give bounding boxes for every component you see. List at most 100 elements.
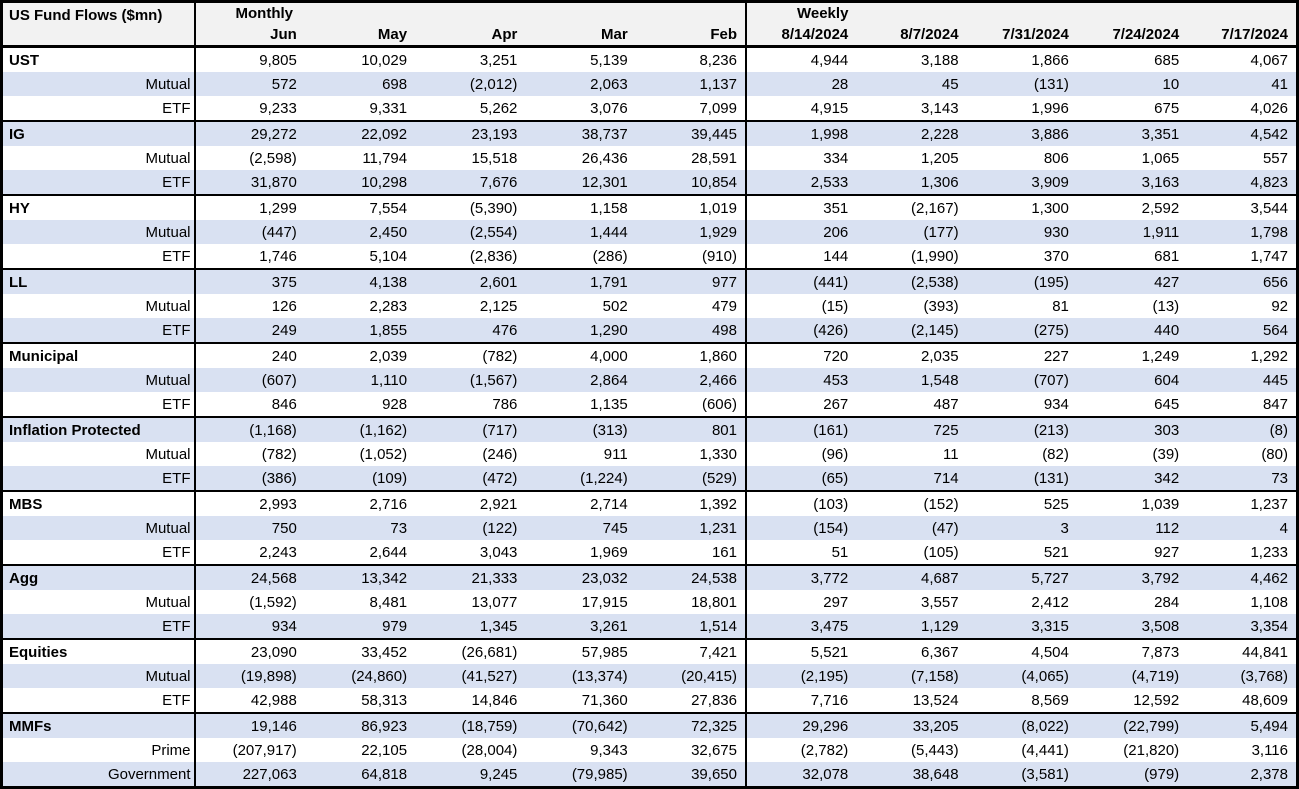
column-header: 7/31/2024 xyxy=(966,24,1077,47)
cell: 3 xyxy=(1060,519,1069,537)
sub-row: ETF 9,233 9,331 5,262 3,076 7,099 4,915 3,143 1,… xyxy=(1,96,1298,121)
cell: 1,290 xyxy=(590,321,628,339)
cell: 476 xyxy=(492,321,518,339)
cell: (246) xyxy=(482,445,518,463)
group-row: Agg 24,568 13,342 21,333 23,032 24,538 3,772 4,… xyxy=(1,564,1298,590)
cell: (122) xyxy=(482,519,518,537)
cell: (1,592) xyxy=(249,593,297,611)
cell: 1,300 xyxy=(966,194,1077,220)
cell: (15) xyxy=(744,294,857,318)
cell: 2,228 xyxy=(856,120,967,146)
cell: 5,139 xyxy=(590,51,628,69)
cell: 22,105 xyxy=(361,741,408,759)
cell: 977 xyxy=(635,268,746,294)
cell: 2,035 xyxy=(856,342,967,368)
cell: 7,716 xyxy=(744,688,857,713)
cell: (8) xyxy=(1187,416,1298,442)
cell: 498 xyxy=(711,321,737,339)
cell: 3,043 xyxy=(479,543,518,561)
cell: 112 xyxy=(1155,519,1180,537)
cell: 15,518 xyxy=(471,149,518,167)
column-header: 7/17/2024 xyxy=(1187,24,1298,47)
row-label: ETF xyxy=(1,688,196,713)
cell: 42,988 xyxy=(250,691,297,709)
cell: (79,985) xyxy=(571,765,628,783)
cell: (426) xyxy=(744,318,857,343)
cell: 29,272 xyxy=(194,120,305,146)
cell: 227 xyxy=(966,342,1077,368)
row-label: ETF xyxy=(1,170,196,195)
cell: 1,860 xyxy=(635,342,746,368)
cell: 2,993 xyxy=(194,490,305,516)
table-body: UST 9,805 10,029 3,251 5,139 8,236 4,944 3,188 1… xyxy=(1,46,1298,788)
cell: 1,299 xyxy=(194,194,305,220)
cell: 27,836 xyxy=(691,691,737,709)
cell: 1,392 xyxy=(635,490,746,516)
cell: 1,137 xyxy=(699,75,737,93)
cell: 3,143 xyxy=(921,99,959,117)
cell: (213) xyxy=(966,416,1077,442)
cell: 71,360 xyxy=(581,691,628,709)
cell: 6,367 xyxy=(856,638,967,664)
row-label: ETF xyxy=(1,614,196,639)
cell: 2,714 xyxy=(525,490,636,516)
cell: 928 xyxy=(382,395,408,413)
cell: 3,251 xyxy=(479,51,518,69)
cell: 4,138 xyxy=(304,268,416,294)
cell: 7,873 xyxy=(1076,638,1188,664)
cell: (28,004) xyxy=(461,741,518,759)
cell: (13,374) xyxy=(571,667,628,685)
cell: 3,351 xyxy=(1076,120,1188,146)
cell: 240 xyxy=(194,342,305,368)
cell: 3,557 xyxy=(921,593,959,611)
cell: 58,313 xyxy=(361,691,408,709)
cell: (161) xyxy=(744,416,857,442)
sub-row: Mutual (782) (1,052) (246) 911 1,330 (96) 11 (82… xyxy=(1,442,1298,466)
sub-row: Mutual 572 698 (2,012) 2,063 1,137 28 45 (131) 10… xyxy=(1,72,1298,96)
cell: 17,915 xyxy=(581,593,628,611)
sub-row: ETF 42,988 58,313 14,846 71,360 27,836 7,716 13… xyxy=(1,688,1298,713)
cell: 1,929 xyxy=(699,223,737,241)
cell: 26,436 xyxy=(581,149,628,167)
cell: 23,090 xyxy=(194,638,305,664)
cell: 2,644 xyxy=(369,543,408,561)
group-row: MBS 2,993 2,716 2,921 2,714 1,392 (103) (152) 52… xyxy=(1,490,1298,516)
cell: 3,909 xyxy=(1031,173,1069,191)
cell: (21,820) xyxy=(1123,741,1180,759)
column-header: Jun xyxy=(194,24,305,47)
cell: (782) xyxy=(261,445,297,463)
cell: 12,301 xyxy=(581,173,628,191)
cell: (154) xyxy=(744,516,857,540)
cell: (2,195) xyxy=(744,664,857,688)
cell: 3,475 xyxy=(744,614,857,639)
cell: 5,104 xyxy=(369,247,408,265)
cell: (606) xyxy=(701,395,737,413)
cell: 1,231 xyxy=(699,519,737,537)
cell: 525 xyxy=(966,490,1077,516)
cell: (1,162) xyxy=(304,416,416,442)
cell: 846 xyxy=(271,395,297,413)
cell: 1,110 xyxy=(370,371,408,389)
cell: 445 xyxy=(1262,371,1288,389)
cell: (5,390) xyxy=(415,194,526,220)
sub-row: ETF 249 1,855 476 1,290 498 (426) (2,145) (275) 4… xyxy=(1,318,1298,343)
cell: (447) xyxy=(261,223,297,241)
cell: 28 xyxy=(744,72,857,96)
cell: 1,798 xyxy=(1250,223,1288,241)
cell: 1,129 xyxy=(921,617,959,635)
cell: 1,548 xyxy=(921,371,959,389)
cell: 3,163 xyxy=(1141,173,1180,191)
cell: 48,609 xyxy=(1242,691,1288,709)
cell: 911 xyxy=(603,445,628,463)
cell: 73 xyxy=(390,519,408,537)
cell: 4 xyxy=(1279,519,1288,537)
group-row: MMFs 19,146 86,923 (18,759) (70,642) 72,325 29… xyxy=(1,712,1298,738)
sub-row: Prime (207,917) 22,105 (28,004) 9,343 32,675 (… xyxy=(1,738,1298,762)
cell: 1,233 xyxy=(1250,543,1288,561)
cell: 2,716 xyxy=(304,490,416,516)
row-label: Mutual xyxy=(1,516,196,540)
group-row: IG 29,272 22,092 23,193 38,737 39,445 1,998 2,2… xyxy=(1,120,1298,146)
column-header: Feb xyxy=(635,24,746,47)
cell: 1,998 xyxy=(744,120,857,146)
cell: 73 xyxy=(1271,469,1288,487)
